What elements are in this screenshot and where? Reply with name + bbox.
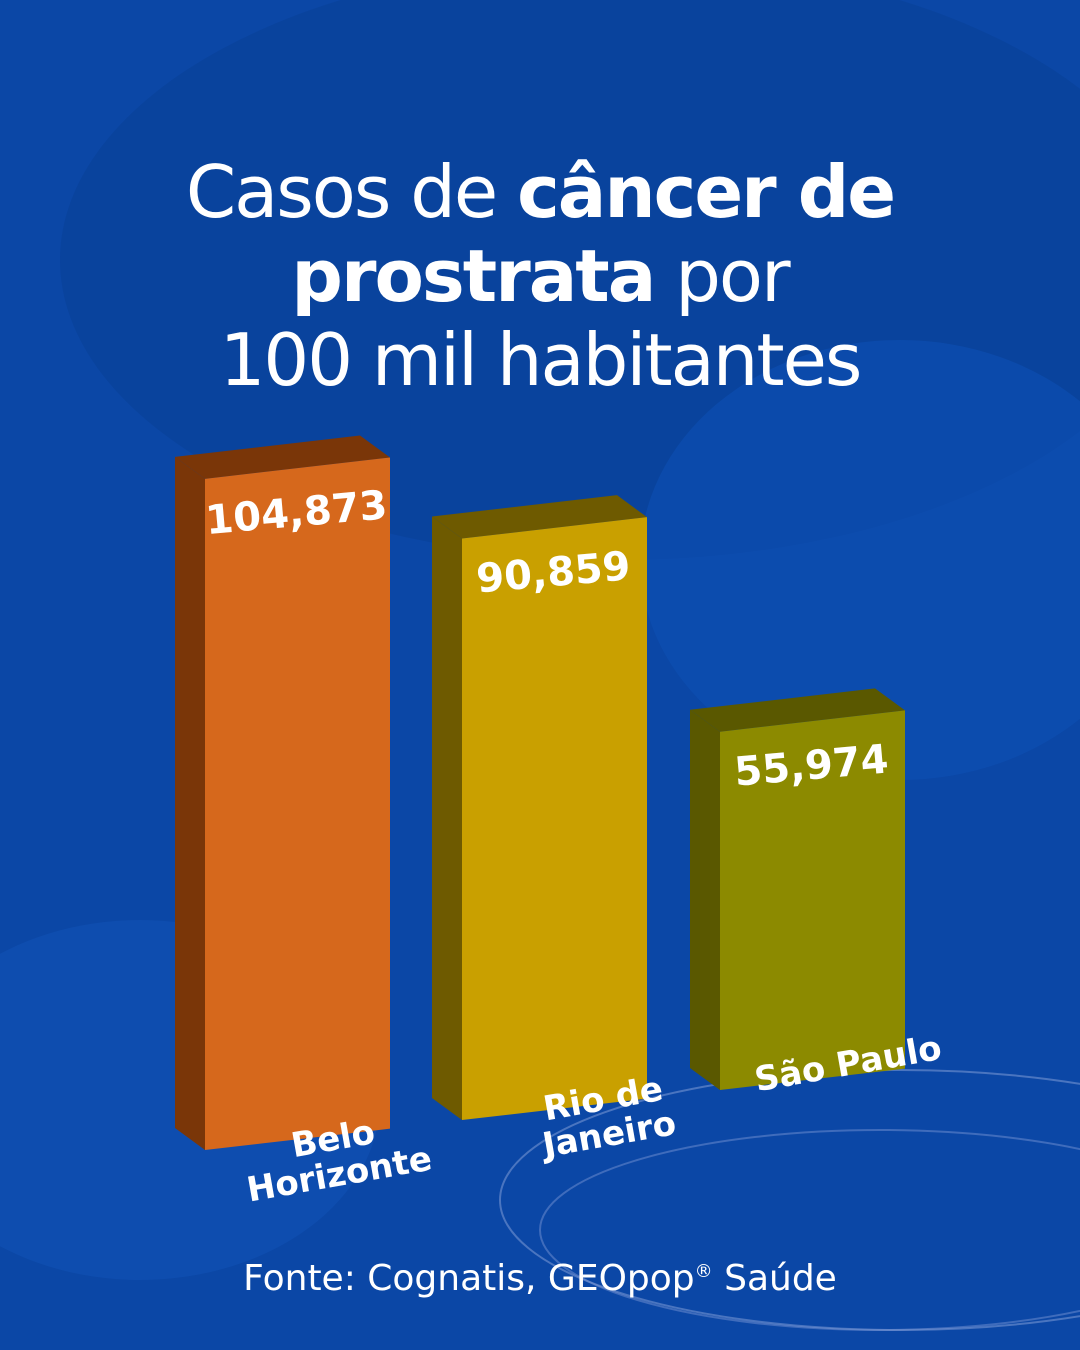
bar-top-0 (175, 435, 390, 479)
source-note: Fonte: Cognatis, GEOpop® Saúde (0, 1258, 1080, 1299)
decorative-ring (539, 1129, 1080, 1331)
registered-mark: ® (694, 1261, 713, 1282)
bg-shape (640, 340, 1080, 780)
title-emphasis-2: prostrata (291, 234, 656, 318)
title-line-2: prostrata por (0, 234, 1080, 318)
title-prefix: Casos de (185, 150, 498, 234)
bar-1 (462, 517, 647, 1120)
bar-side-2 (690, 709, 720, 1090)
chart-title: Casos de câncer de prostrata por 100 mil… (0, 150, 1080, 402)
title-line-1: Casos de câncer de (0, 150, 1080, 234)
bar-side-1 (432, 516, 462, 1120)
title-suffix: por (675, 234, 790, 318)
source-suffix: Saúde (724, 1258, 837, 1299)
bar-0 (205, 457, 390, 1150)
bar-side-0 (175, 456, 205, 1150)
title-emphasis: câncer de (517, 150, 896, 234)
title-line-3: 100 mil habitantes (219, 318, 863, 402)
bar-top-1 (432, 495, 647, 539)
decorative-ring (499, 1069, 1080, 1331)
source-text: Fonte: Cognatis, GEOpop (243, 1258, 695, 1299)
bar-2 (720, 710, 905, 1090)
bar-top-2 (690, 688, 905, 732)
